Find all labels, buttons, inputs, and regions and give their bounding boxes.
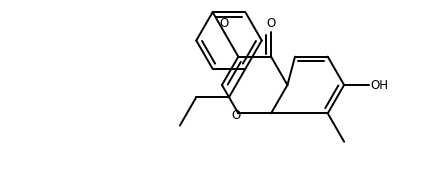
Text: O: O: [231, 109, 240, 122]
Text: O: O: [266, 17, 275, 30]
Text: O: O: [219, 17, 229, 30]
Text: OH: OH: [370, 78, 388, 91]
